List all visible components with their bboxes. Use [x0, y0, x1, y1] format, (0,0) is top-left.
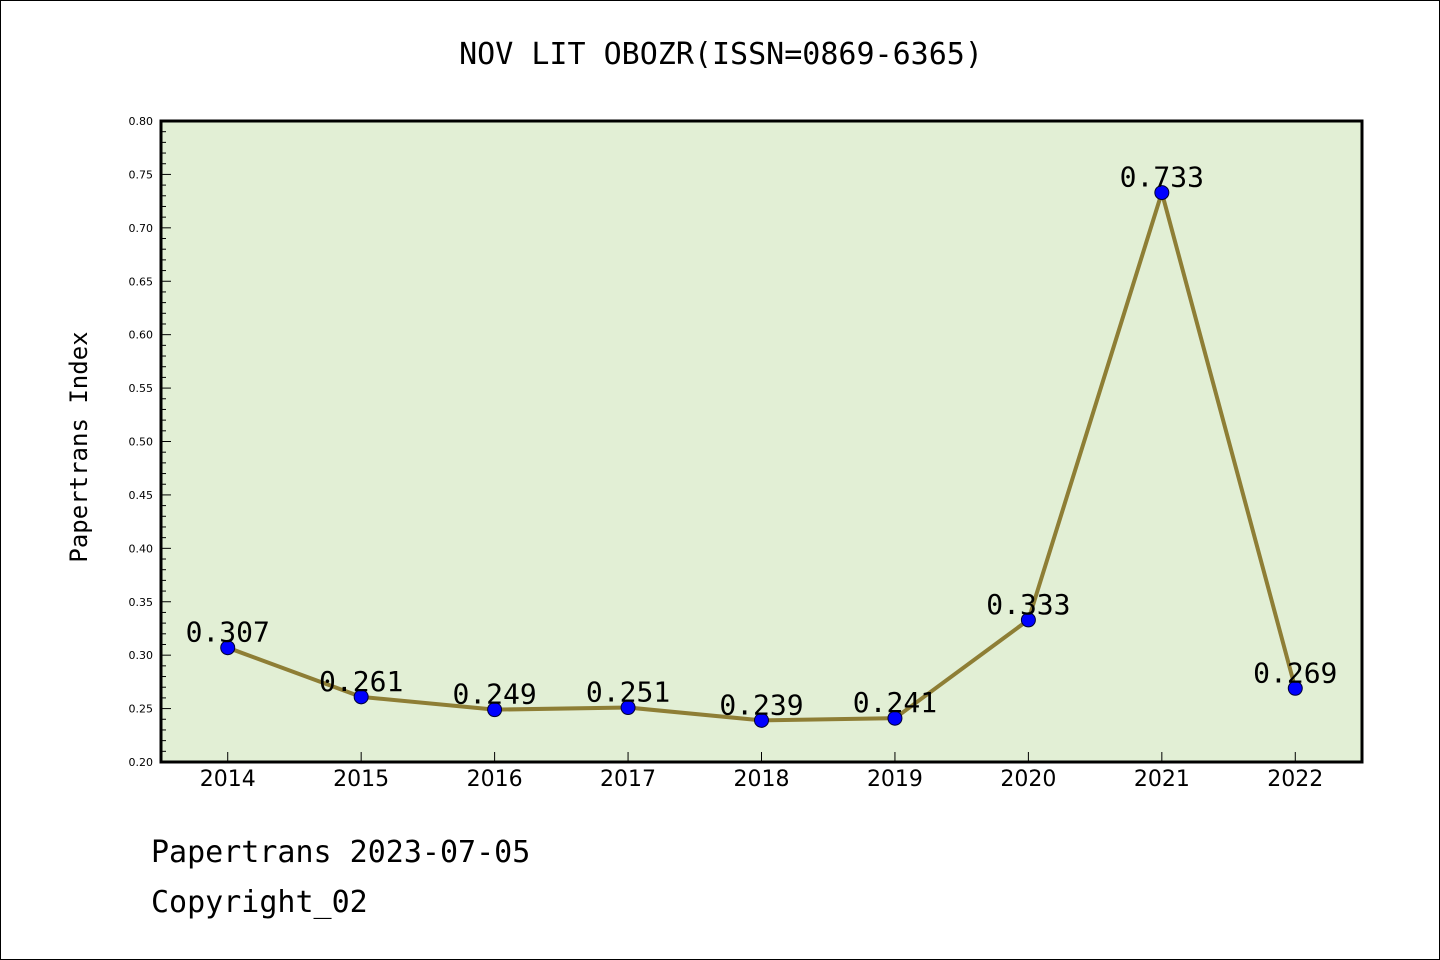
x-tick-label: 2020 — [1000, 767, 1056, 792]
data-point — [620, 700, 636, 716]
data-label: 0.249 — [452, 678, 536, 711]
data-point — [887, 710, 903, 726]
y-tick-label: 0.20 — [129, 756, 154, 769]
x-tick-label: 2022 — [1267, 767, 1323, 792]
x-tick-label: 2019 — [867, 767, 923, 792]
data-point — [353, 689, 369, 705]
y-tick-label: 0.80 — [129, 115, 154, 128]
data-point — [1154, 185, 1170, 201]
data-label: 0.269 — [1253, 656, 1337, 689]
x-tick-label: 2015 — [333, 767, 389, 792]
y-tick-label: 0.55 — [129, 382, 154, 395]
chart-title: NOV LIT OBOZR(ISSN=0869-6365) — [459, 37, 983, 72]
y-tick-label: 0.45 — [129, 489, 154, 502]
y-axis-label: Papertrans Index — [65, 331, 93, 562]
x-tick-label: 2017 — [600, 767, 656, 792]
data-point — [487, 702, 503, 718]
y-tick-label: 0.35 — [129, 596, 154, 609]
data-point — [1287, 680, 1303, 696]
y-tick-label: 0.65 — [129, 275, 154, 288]
plot-frame — [159, 119, 1364, 764]
y-tick-label: 0.50 — [129, 436, 154, 449]
footer-copyright: Copyright_02 — [151, 885, 368, 920]
x-tick-label: 2018 — [734, 767, 790, 792]
plot-area — [161, 121, 1362, 762]
data-point — [1020, 612, 1036, 628]
y-tick-label: 0.40 — [129, 542, 154, 555]
data-label: 0.733 — [1120, 161, 1204, 194]
footer-date: Papertrans 2023-07-05 — [151, 835, 531, 870]
x-tick-label: 2021 — [1134, 767, 1190, 792]
data-label: 0.241 — [853, 686, 937, 719]
y-tick-label: 0.75 — [129, 168, 154, 181]
x-tick-label: 2014 — [200, 767, 256, 792]
data-point — [220, 640, 236, 656]
data-label: 0.333 — [986, 588, 1070, 621]
data-label: 0.239 — [719, 688, 803, 721]
data-point — [754, 712, 769, 728]
y-tick-label: 0.70 — [129, 222, 154, 235]
data-label: 0.307 — [186, 616, 270, 649]
x-tick-label: 2016 — [467, 767, 523, 792]
y-tick-label: 0.30 — [129, 649, 154, 662]
data-label: 0.251 — [586, 676, 670, 709]
y-tick-label: 0.25 — [129, 703, 154, 716]
y-tick-label: 0.60 — [129, 329, 154, 342]
data-label: 0.261 — [319, 665, 403, 698]
